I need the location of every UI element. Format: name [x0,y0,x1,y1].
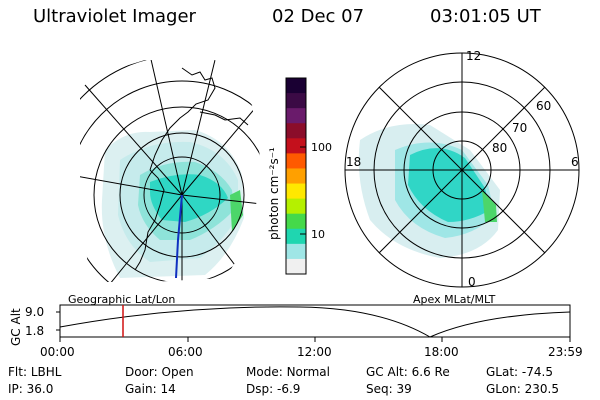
info-glon: GLon: 230.5 [486,382,559,396]
mlt-0-label: 0 [468,275,476,289]
coastlines [134,67,249,271]
mlt-12-label: 12 [466,49,481,63]
mlt-18-label: 18 [346,155,361,169]
colorbar-segment [286,123,306,139]
colorbar-segment [286,258,306,275]
geographic-caption: Geographic Lat/Lon [68,293,176,306]
x-tick-1: 06:00 [168,345,203,359]
info-glat: GLat: -74.5 [486,365,553,379]
altitude-ticks [56,305,571,342]
mlat-60-label: 60 [536,99,551,113]
x-tick-4: 23:59 [548,345,583,359]
colorbar-segment [286,198,306,215]
mlat-70-label: 70 [512,121,527,135]
colorbar-segment [286,243,306,260]
info-gain: Gain: 14 [125,382,176,396]
date-label: 02 Dec 07 [272,6,365,27]
alt-tick-9: 9.0 [25,305,44,319]
alt-axis-label: GC Alt [9,308,23,346]
colorbar-tick-10: 10 [311,228,325,241]
colorbar-segment [286,168,306,185]
colorbar-segment [286,78,306,94]
colorbar-tick-100: 100 [311,141,332,154]
info-ip: IP: 36.0 [8,382,54,396]
geo-emission-region [101,130,245,278]
colorbar-segment [286,183,306,200]
colorbar-segment [286,153,306,169]
instrument-title: Ultraviolet Imager [33,6,196,27]
info-flt: Flt: LBHL [8,365,62,379]
altitude-curve [59,306,571,338]
colorbar-segment [286,108,306,124]
alt-tick-1-8: 1.8 [25,324,44,338]
colorbar-segment [286,138,306,154]
colorbar-segment [286,228,306,245]
info-dsp: Dsp: -6.9 [246,382,301,396]
apex-caption: Apex MLat/MLT [413,293,496,306]
info-mode: Mode: Normal [246,365,330,379]
colorbar-segment [286,213,306,230]
info-door: Door: Open [125,365,194,379]
colorbar [286,78,306,275]
mlat-80-label: 80 [492,141,507,155]
polar-emission-region [358,124,500,258]
orbit-track [175,194,183,279]
info-gc-alt: GC Alt: 6.6 Re [366,365,450,379]
time-label: 03:01:05 UT [430,6,541,27]
polar-grid [344,52,580,288]
colorbar-unit: photon cm⁻²s⁻¹ [267,147,281,240]
x-tick-2: 12:00 [297,345,332,359]
altitude-plot-frame [59,304,571,338]
colorbar-frame [285,77,307,275]
x-tick-3: 18:00 [424,345,459,359]
colorbar-segment [286,93,306,109]
mlt-6-label: 6 [571,155,579,169]
x-tick-0: 00:00 [40,345,75,359]
info-seq: Seq: 39 [366,382,412,396]
